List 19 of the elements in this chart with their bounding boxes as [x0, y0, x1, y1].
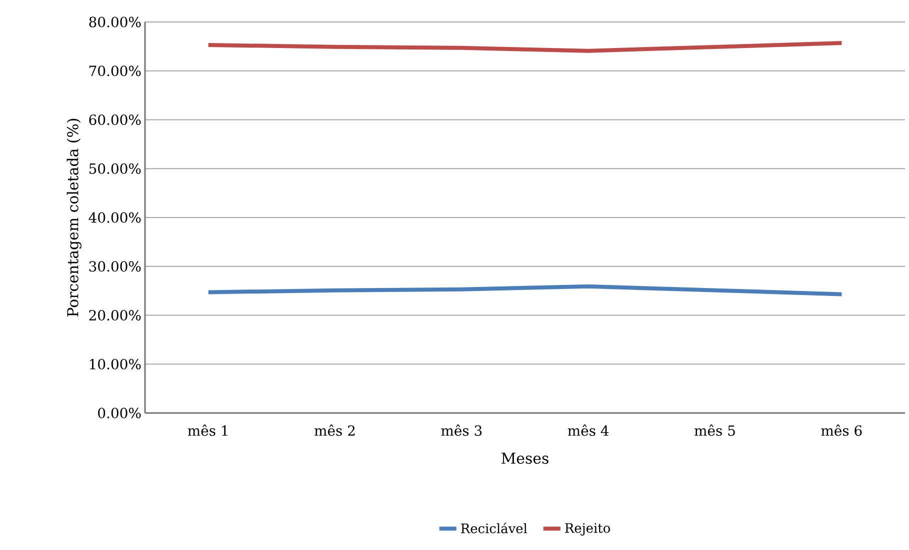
legend-label: Reciclável [461, 522, 528, 534]
x-tick-label: mês 1 [188, 424, 228, 436]
y-tick-label: 40.00% [88, 212, 141, 223]
y-tick-label: 20.00% [89, 310, 141, 321]
x-tick-label: mês 6 [821, 424, 862, 436]
y-tick-label: 80.00% [89, 16, 141, 28]
y-tick-label: 30.00% [89, 261, 141, 272]
y-axis-title: Porcentagem coletada (%) [66, 118, 82, 317]
x-tick-label: mês 5 [694, 424, 735, 436]
y-tick-label: 0.00% [98, 408, 141, 418]
legend-label: Rejeito [565, 523, 610, 536]
y-tick-label: 50.00% [89, 163, 141, 174]
y-tick-label: 10.00% [90, 358, 141, 370]
x-axis-title: Meses [502, 452, 548, 464]
y-tick-label: 60.00% [89, 114, 141, 126]
x-tick-label: mês 3 [441, 424, 482, 436]
y-tick-label: 70.00% [89, 66, 141, 76]
x-tick-label: mês 2 [314, 424, 355, 436]
x-tick-label: mês 4 [568, 424, 609, 436]
